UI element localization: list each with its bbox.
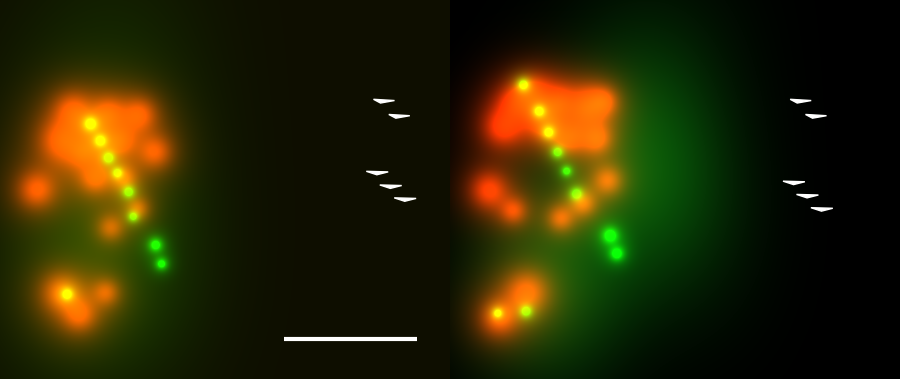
Polygon shape: [790, 99, 811, 103]
Polygon shape: [811, 208, 832, 211]
Polygon shape: [783, 181, 805, 185]
Polygon shape: [366, 171, 388, 175]
Polygon shape: [796, 194, 818, 198]
Polygon shape: [374, 99, 394, 103]
Polygon shape: [389, 114, 410, 118]
Polygon shape: [806, 114, 826, 118]
Polygon shape: [394, 198, 416, 201]
Polygon shape: [380, 185, 401, 188]
